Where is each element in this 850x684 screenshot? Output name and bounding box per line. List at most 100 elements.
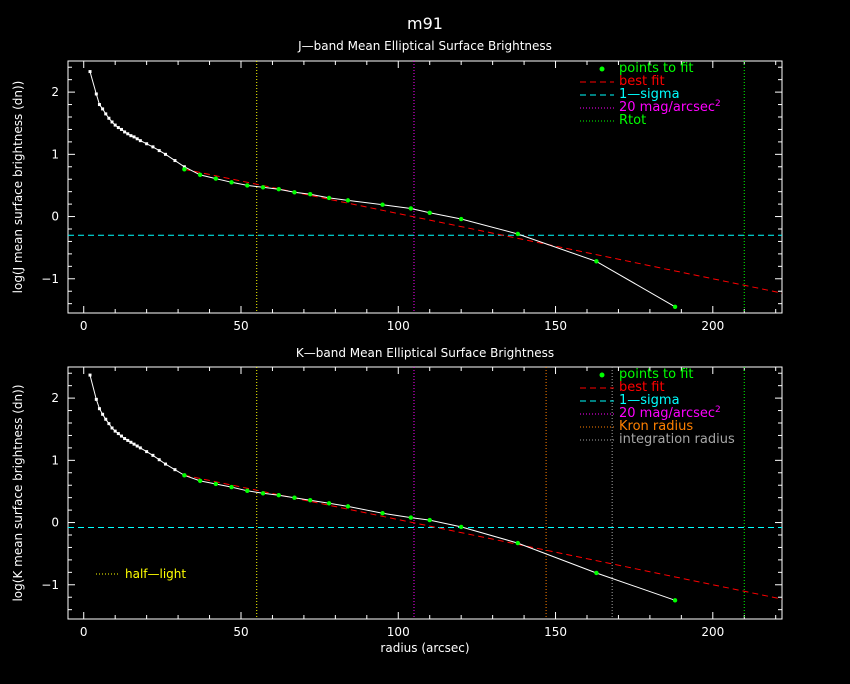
j-plot-area	[68, 61, 782, 313]
j-legend-label: points to fit	[619, 61, 694, 76]
k-fit-point	[594, 570, 599, 576]
k-ytick-label: −1	[41, 578, 59, 592]
j-profile-point	[132, 135, 136, 139]
j-profile-point	[110, 120, 114, 124]
j-xtick-label: 200	[701, 319, 724, 333]
k-fit-point	[345, 504, 351, 509]
k-profile-point	[97, 407, 101, 411]
k-ytick-label: 2	[51, 391, 59, 405]
k-fit-point	[672, 598, 678, 603]
j-profile-point	[88, 70, 92, 74]
k-profile-point	[138, 446, 142, 450]
k-profile-point	[113, 429, 117, 433]
j-profile-point	[94, 92, 98, 96]
k-legend-label: points to fit	[619, 367, 694, 382]
k-xtick-label: 100	[387, 625, 410, 639]
k-fit-point	[182, 473, 187, 478]
k-ylabel: log(K mean surface brightness (dn))	[11, 384, 25, 601]
k-profile-point	[94, 397, 98, 401]
j-fit-point	[182, 167, 187, 172]
j-profile-point	[135, 137, 139, 141]
j-legend-label: 20 mag/arcsec2	[619, 99, 721, 115]
k-xtick-label: 150	[544, 625, 567, 639]
j-fit-point	[458, 216, 464, 222]
k-legend-label: 20 mag/arcsec2	[619, 405, 721, 421]
j-fit-point	[408, 206, 414, 211]
k-profile-point	[88, 373, 92, 377]
j-fit-point	[292, 190, 297, 195]
j-fit-point	[672, 304, 678, 309]
k-fit-point	[245, 488, 250, 494]
j-xtick-label: 100	[387, 319, 410, 333]
j-legend-label: 1—sigma	[619, 87, 680, 102]
j-profile-point	[164, 152, 168, 156]
j-fit-point	[229, 180, 234, 185]
j-profile-point	[173, 159, 177, 163]
j-fit-point	[245, 183, 250, 188]
j-profile-point	[129, 134, 133, 138]
j-fit-point	[594, 259, 599, 264]
k-legend-superscript: 2	[715, 405, 721, 415]
k-profile-point	[129, 440, 133, 444]
k-profile-point	[107, 422, 111, 426]
k-legend-label: Kron radius	[619, 419, 693, 434]
j-profile-point	[157, 149, 161, 153]
k-plot-area	[68, 367, 782, 619]
j-legend-text: 20 mag/arcsec	[619, 100, 715, 115]
k-xlabel: radius (arcsec)	[380, 641, 469, 655]
k-half-light-label: half—light	[125, 567, 186, 581]
j-legend-text: best fit	[619, 74, 665, 89]
j-profile-point	[138, 139, 142, 143]
k-fit-point	[380, 511, 385, 516]
j-profile-point	[182, 165, 186, 169]
j-ytick-label: 0	[51, 210, 59, 224]
k-fit-point	[292, 495, 297, 500]
k-xtick-label: 0	[80, 625, 88, 639]
j-profile-point	[97, 103, 101, 107]
k-chart-title: K—band Mean Elliptical Surface Brightnes…	[296, 346, 554, 360]
j-xtick-label: 50	[233, 319, 248, 333]
k-fit-point	[408, 515, 414, 520]
k-profile-point	[101, 412, 105, 416]
k-legend-text: integration radius	[619, 432, 735, 447]
j-plot-frame	[67, 60, 783, 314]
j-fit-point	[427, 210, 432, 216]
k-fit-point	[458, 524, 464, 530]
j-profile-point	[145, 142, 149, 146]
j-legend-superscript: 2	[715, 99, 721, 109]
k-fit-point	[326, 501, 332, 506]
k-legend-text: 1—sigma	[619, 393, 680, 408]
k-fit-point	[260, 491, 266, 496]
k-ytick-label: 1	[51, 453, 59, 467]
k-legend-label: integration radius	[619, 432, 735, 447]
j-legend-text: 1—sigma	[619, 87, 680, 102]
j-chart-title: J—band Mean Elliptical Surface Brightnes…	[297, 39, 552, 53]
j-ytick-label: −1	[41, 272, 59, 286]
k-profile-point	[123, 437, 127, 441]
k-profile-point	[126, 438, 130, 442]
j-legend-label: Rtot	[619, 113, 646, 128]
k-legend-text: points to fit	[619, 367, 694, 382]
k-profile-point	[119, 434, 123, 438]
j-profile-point	[119, 127, 123, 131]
k-chart: K—band Mean Elliptical Surface Brightnes…	[11, 346, 783, 655]
j-fit-point	[380, 202, 385, 207]
j-fit-point	[260, 185, 266, 190]
j-profile-point	[126, 132, 130, 136]
k-profile-point	[116, 432, 120, 436]
j-fit-point	[213, 176, 219, 181]
j-fit-point	[345, 198, 351, 203]
j-profile-point	[113, 123, 117, 127]
j-xtick-label: 0	[80, 319, 88, 333]
k-profile-point	[164, 462, 168, 466]
j-fit-point	[276, 186, 281, 192]
j-profile-point	[107, 116, 111, 120]
j-legend-text: points to fit	[619, 61, 694, 76]
k-plot-frame	[67, 366, 783, 620]
j-profile-point	[116, 126, 120, 130]
k-legend-marker	[599, 372, 605, 378]
k-profile-point	[157, 458, 161, 462]
j-ylabel: log(J mean surface brightness (dn))	[11, 81, 25, 294]
j-profile-point	[101, 107, 105, 111]
